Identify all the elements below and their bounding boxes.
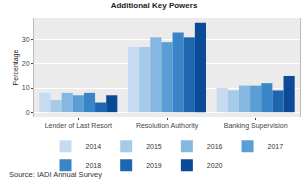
svg-text:Source: IADI Annual Survey: Source: IADI Annual Survey bbox=[9, 170, 102, 179]
svg-text:30: 30 bbox=[22, 36, 30, 43]
svg-text:2014: 2014 bbox=[86, 143, 102, 150]
svg-text:Banking Supervision: Banking Supervision bbox=[224, 122, 288, 130]
svg-text:2015: 2015 bbox=[146, 143, 162, 150]
svg-text:0: 0 bbox=[26, 109, 30, 116]
svg-text:Lender of Last Resort: Lender of Last Resort bbox=[45, 122, 112, 129]
svg-text:2020: 2020 bbox=[207, 162, 223, 169]
svg-text:2019: 2019 bbox=[146, 162, 162, 169]
svg-text:Percentage: Percentage bbox=[12, 49, 20, 85]
svg-text:2016: 2016 bbox=[207, 143, 223, 150]
svg-text:Resolution Authority: Resolution Authority bbox=[136, 122, 199, 130]
svg-text:2017: 2017 bbox=[268, 143, 284, 150]
svg-text:Additional Key Powers: Additional Key Powers bbox=[111, 1, 198, 10]
svg-text:10: 10 bbox=[22, 84, 30, 91]
svg-text:2018: 2018 bbox=[86, 162, 102, 169]
svg-text:20: 20 bbox=[22, 60, 30, 67]
